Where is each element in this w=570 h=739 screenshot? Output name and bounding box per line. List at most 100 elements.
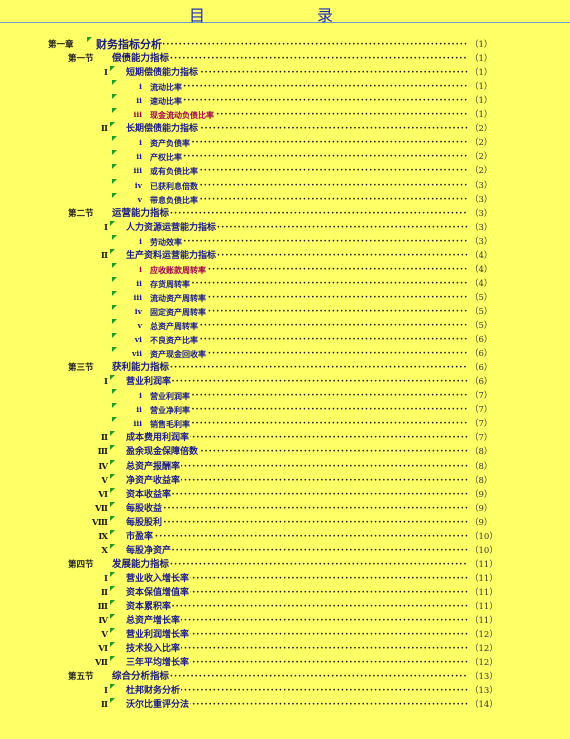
toc-entry-page: （7） [470,419,493,430]
toc-entry[interactable]: ⅱ ·······································… [0,150,570,164]
toc-entry-number: 第一节 [68,54,94,65]
toc-entry-number: Ⅰ [104,573,108,584]
toc-entry-label: 资产负债率 [150,138,191,149]
toc-entry[interactable]: ⅰ ·······································… [0,136,570,150]
comment-flag-icon [110,375,115,381]
toc-entry[interactable]: ⅲ ·······································… [0,290,570,305]
toc-leader-dots: ········································… [126,475,468,486]
toc-entry-label: 总资产增长率 [126,616,182,627]
toc-entry[interactable]: ⅱ ·······································… [0,403,570,417]
toc-entry[interactable]: Ⅰ ·······································… [0,684,570,698]
toc-entry-page: （13） [470,672,498,683]
toc-entry[interactable]: ⅰ ·······································… [0,389,570,403]
toc-entry-label: 存货周转率 [150,278,191,289]
toc-entry[interactable]: ⅳ ·······································… [0,304,570,319]
comment-flag-icon [112,276,117,282]
toc-entry-page: （6） [470,363,493,374]
toc-entry[interactable]: Ⅳ ·······································… [0,614,570,628]
toc-entry-number: Ⅵ [98,644,108,655]
toc-entry-page: （8） [470,475,493,486]
toc-entry[interactable]: Ⅰ ·······································… [0,375,570,389]
toc-entry-number: ⅲ [133,292,142,302]
toc-entry[interactable]: Ⅱ ·······································… [0,698,570,712]
comment-flag-icon [112,136,117,142]
toc-entry[interactable]: Ⅰ ·······································… [0,571,570,586]
comment-flag-icon [112,234,117,240]
toc-entry[interactable]: Ⅲ ·······································… [0,600,570,614]
comment-flag-icon [87,37,92,42]
toc-entry[interactable]: 第二节 ·····································… [0,207,570,221]
toc-entry[interactable]: ⅰ ·······································… [0,80,570,94]
toc-entry[interactable]: Ⅴ ·······································… [0,628,570,642]
toc-leader-dots: ········································… [150,405,468,416]
toc-entry[interactable]: 第四节 ·····································… [0,558,570,572]
toc-entry[interactable]: Ⅱ ·······································… [0,248,570,263]
toc-leader-dots: ········································… [112,363,468,374]
toc-leader-dots: ········································… [150,292,468,303]
toc-leader-dots: ········································… [126,630,468,641]
toc-entry[interactable]: Ⅹ ·······································… [0,543,570,558]
toc-entry-label: 偿债能力指标 [112,53,171,65]
toc-entry-number: ⅱ [136,278,142,288]
toc-entry-page: （2） [470,138,493,149]
toc-entry[interactable]: ⅰ ·······································… [0,234,570,249]
toc-leader-dots: ········································… [126,686,468,697]
toc-entry-number: Ⅶ [95,658,108,669]
toc-leader-dots: ········································… [126,222,468,233]
toc-entry[interactable]: Ⅰ ·······································… [0,66,570,80]
toc-entry-page: （10） [470,531,498,542]
toc-entry-page: （3） [470,194,493,205]
toc-entry-number: ⅵ [134,335,142,345]
toc-entry[interactable]: Ⅳ ·······································… [0,459,570,474]
toc-entry-label: 获利能力指标 [112,362,171,374]
toc-entry-page: （7） [470,405,493,416]
toc-entry-page: （10） [470,545,498,556]
toc-entry-page: （8） [470,461,493,472]
toc-entry[interactable]: 第五节 ·····································… [0,670,570,684]
toc-entry-page: （9） [470,489,493,500]
toc-leader-dots: ········································… [150,349,468,360]
toc-entry-number: Ⅰ [104,377,108,388]
toc-entry[interactable]: ⅲ ·······································… [0,108,570,122]
comment-flag-icon [110,459,115,465]
toc-entry[interactable]: Ⅵ ·······································… [0,642,570,656]
toc-entry-number: Ⅴ [101,630,108,641]
comment-flag-icon [110,571,115,577]
toc-entry[interactable]: ⅲ ·······································… [0,417,570,431]
toc-entry[interactable]: Ⅶ ·······································… [0,656,570,670]
toc-entry-page: （2） [470,166,493,177]
toc-entry[interactable]: ⅴ ·······································… [0,192,570,207]
toc-entry-label: 应收账款周转率 [150,264,207,275]
toc-entry[interactable]: ⅵ ·······································… [0,333,570,347]
toc-entry[interactable]: Ⅱ ·······································… [0,122,570,136]
toc-entry-label: 营业利润增长率 [126,630,191,641]
toc-entry[interactable]: ⅰ ·······································… [0,262,570,277]
toc-entry[interactable]: Ⅸ ·······································… [0,529,570,544]
toc-leader-dots: ········································… [150,110,468,121]
toc-entry[interactable]: Ⅲ ·······································… [0,445,570,459]
toc-entry-label: 技术投入比率 [126,644,182,655]
toc-leader-dots: ········································… [126,461,468,472]
toc-entry[interactable]: Ⅴ ·······································… [0,473,570,488]
toc-entry-label: 净资产收益率 [126,475,182,486]
toc-entry[interactable]: ⅶ ·······································… [0,347,570,361]
toc-entry[interactable]: 第三节 ·····································… [0,361,570,375]
toc-entry[interactable]: 第一节 ·····································… [0,52,570,66]
toc-entry[interactable]: Ⅱ ·······································… [0,431,570,445]
toc-entry[interactable]: ⅴ ·······································… [0,319,570,333]
toc-entry-label: 盈余现金保障倍数 [126,447,200,458]
toc-entry[interactable]: Ⅰ ·······································… [0,220,570,235]
toc-entry[interactable]: Ⅷ ·······································… [0,515,570,530]
toc-entry[interactable]: ⅱ ·······································… [0,276,570,291]
toc-entry[interactable]: ⅱ ·······································… [0,94,570,108]
toc-entry[interactable]: 第一章 ·····································… [0,37,570,52]
comment-flag-icon [110,515,115,521]
toc-entry[interactable]: ⅳ ·······································… [0,178,570,193]
toc-leader-dots: ········································… [150,335,468,346]
toc-entry[interactable]: Ⅱ ·······································… [0,585,570,600]
comment-flag-icon [110,445,115,451]
toc-entry-label: 或有负债比率 [150,166,199,177]
toc-entry[interactable]: Ⅵ ·······································… [0,487,570,502]
toc-entry[interactable]: Ⅶ ·······································… [0,501,570,516]
toc-entry[interactable]: ⅲ ·······································… [0,164,570,178]
